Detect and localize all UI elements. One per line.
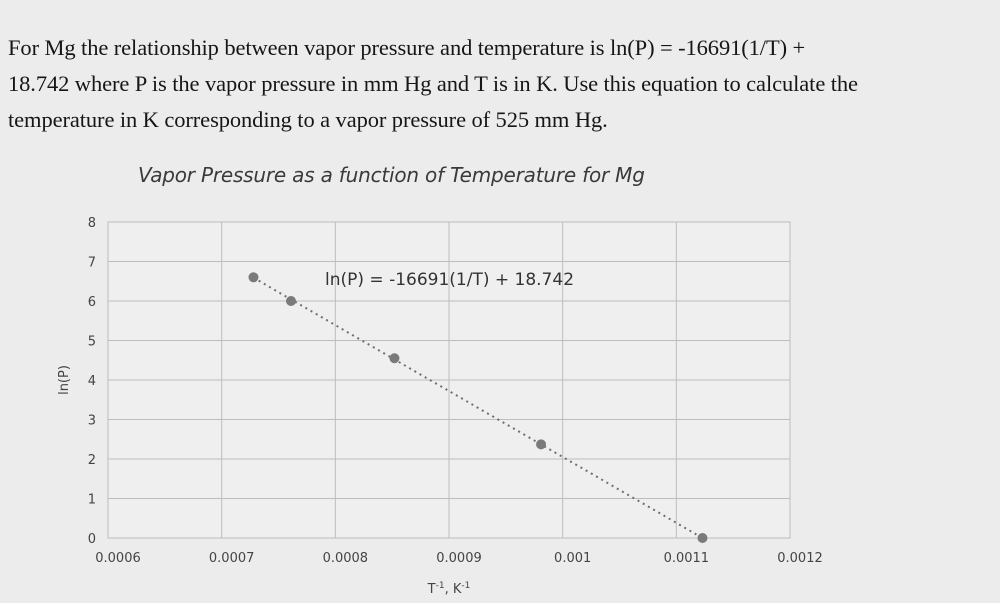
y-tick-label: 0 [88, 532, 96, 547]
x-axis-ticks: 0.0006 0.0007 0.0008 0.0009 0.001 0.0011 0.001… [95, 551, 823, 566]
data-point [248, 272, 259, 283]
chart-title: Vapor Pressure as a function of Temperat… [138, 163, 645, 187]
y-axis-ticks: 0 1 2 3 4 5 6 7 8 [88, 216, 96, 547]
data-point [536, 439, 547, 450]
x-axis-label: T-1, K-1 [427, 581, 471, 597]
y-tick-label: 7 [88, 256, 96, 271]
y-axis-label: ln(P) [57, 365, 72, 395]
y-tick-label: 3 [88, 414, 96, 429]
x-tick-label: 0.001 [554, 551, 591, 566]
y-tick-label: 2 [88, 453, 96, 468]
x-tick-label: 0.0008 [323, 551, 369, 566]
y-tick-label: 5 [88, 335, 96, 350]
data-point [389, 353, 400, 364]
y-tick-label: 6 [88, 295, 96, 310]
x-tick-label: 0.0007 [209, 551, 255, 566]
question-line-1: For Mg the relationship between vapor pr… [8, 35, 806, 60]
y-tick-label: 4 [88, 374, 96, 389]
grid-lines [107, 221, 791, 539]
x-tick-label: 0.0006 [95, 551, 141, 566]
x-tick-label: 0.0012 [777, 551, 823, 566]
x-tick-label: 0.0009 [436, 551, 482, 566]
question-line-2: 18.742 where P is the vapor pressure in … [8, 71, 858, 96]
question-text: For Mg the relationship between vapor pr… [8, 30, 998, 138]
y-tick-label: 8 [88, 216, 96, 231]
trendline [252, 276, 703, 539]
y-tick-label: 1 [88, 493, 96, 508]
data-point [286, 296, 297, 306]
data-point [697, 533, 708, 543]
question-line-3: temperature in K corresponding to a vapo… [8, 107, 608, 132]
data-points [248, 272, 708, 543]
x-tick-label: 0.0011 [664, 551, 710, 566]
trendline-equation: ln(P) = -16691(1/T) + 18.742 [325, 270, 574, 290]
